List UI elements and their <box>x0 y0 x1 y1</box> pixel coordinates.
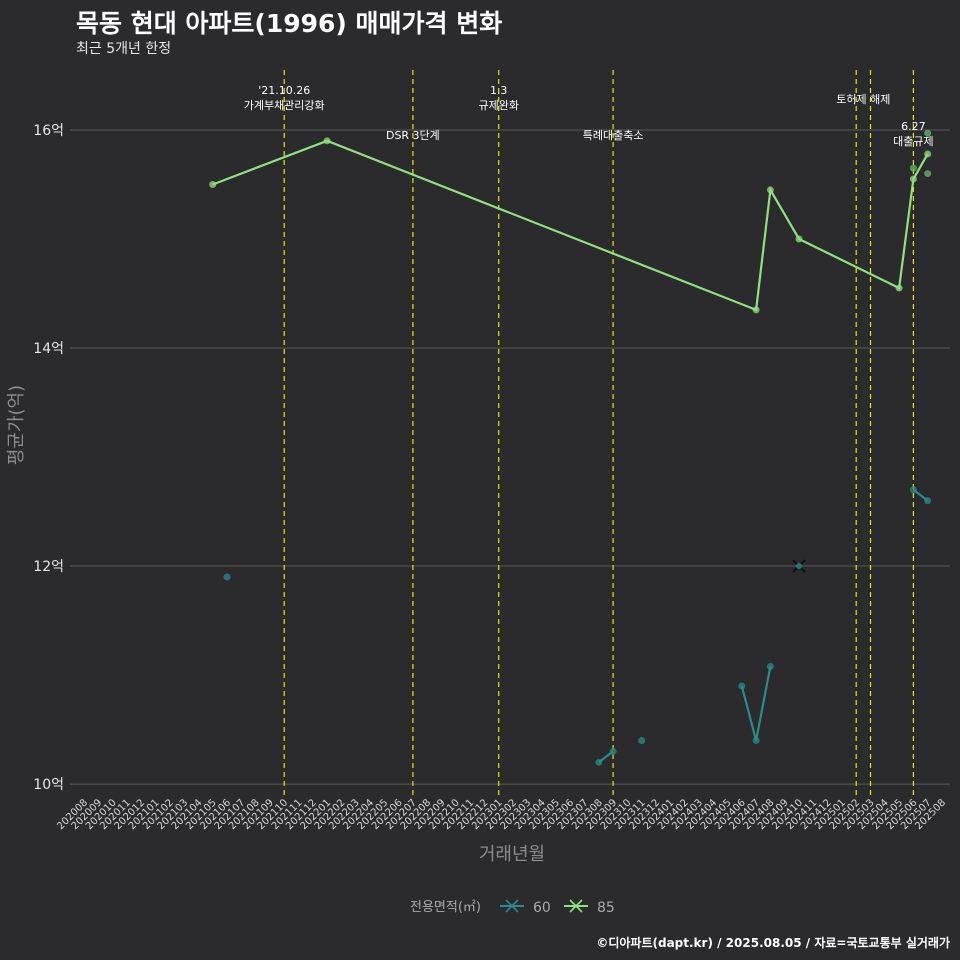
series-85 <box>209 129 932 314</box>
legend-key-60 <box>500 899 524 913</box>
data-point <box>609 747 617 755</box>
data-point <box>795 235 803 243</box>
series-line <box>212 139 929 312</box>
legend: 전용면적(㎡) 60 85 <box>410 899 615 916</box>
legend-x-icon <box>505 899 519 913</box>
legend-label: 85 <box>597 900 615 916</box>
chart-subtitle: 최근 5개년 한정 <box>76 41 172 57</box>
data-point <box>924 150 932 158</box>
event-annotation: 6.27 <box>901 120 926 133</box>
data-point <box>924 497 932 505</box>
legend-key-85 <box>564 899 588 913</box>
data-point <box>909 175 917 183</box>
event-annotation: 특례대출축소 <box>583 129 644 142</box>
data-point <box>924 129 932 137</box>
gridlines <box>70 129 950 785</box>
data-point-x <box>792 559 806 573</box>
event-annotation: 토허제 해제 <box>836 92 890 106</box>
data-point <box>895 284 903 292</box>
y-axis-title: 평균가(억) <box>6 385 27 465</box>
data-point <box>323 137 331 145</box>
event-annotation: '21.10.26 <box>258 84 310 97</box>
chart-title: 목동 현대 아파트(1996) 매매가격 변화 <box>76 9 503 38</box>
event-annotation: DSR 3단계 <box>386 129 440 142</box>
y-tick-label: 14억 <box>33 341 64 357</box>
legend-label: 60 <box>533 900 551 916</box>
data-point <box>595 758 603 766</box>
series-line <box>740 666 772 741</box>
data-point <box>752 306 760 314</box>
source-caption: ©디아파트(dapt.kr) / 2025.08.05 / 자료=국토교통부 실… <box>596 936 950 950</box>
data-point <box>909 486 917 494</box>
event-annotation: 대출규제 <box>893 135 933 148</box>
legend-x-icon <box>569 899 583 913</box>
data-point <box>766 662 774 670</box>
data-point <box>638 736 646 744</box>
x-axis: 2020082020092020102020112020122021012021… <box>55 797 948 832</box>
series-60 <box>223 486 932 766</box>
y-tick-label: 16억 <box>33 123 64 139</box>
data-point <box>738 682 746 690</box>
event-annotation: 1.3 <box>490 84 508 97</box>
y-axis: 10억 12억 14억 16억 <box>33 123 64 793</box>
data-point <box>924 170 932 178</box>
event-annotation: 규제완화 <box>478 99 518 112</box>
y-tick-label: 10억 <box>33 777 64 793</box>
x-axis-title: 거래년월 <box>479 844 545 865</box>
series-layer <box>209 129 932 766</box>
y-tick-label: 12억 <box>33 559 64 575</box>
legend-title: 전용면적(㎡) <box>410 900 481 915</box>
event-annotation: 가계부채관리강화 <box>244 99 325 112</box>
data-point <box>752 736 760 744</box>
data-point <box>209 180 217 188</box>
data-point <box>909 164 917 172</box>
data-point <box>223 573 231 581</box>
data-point <box>766 186 774 194</box>
